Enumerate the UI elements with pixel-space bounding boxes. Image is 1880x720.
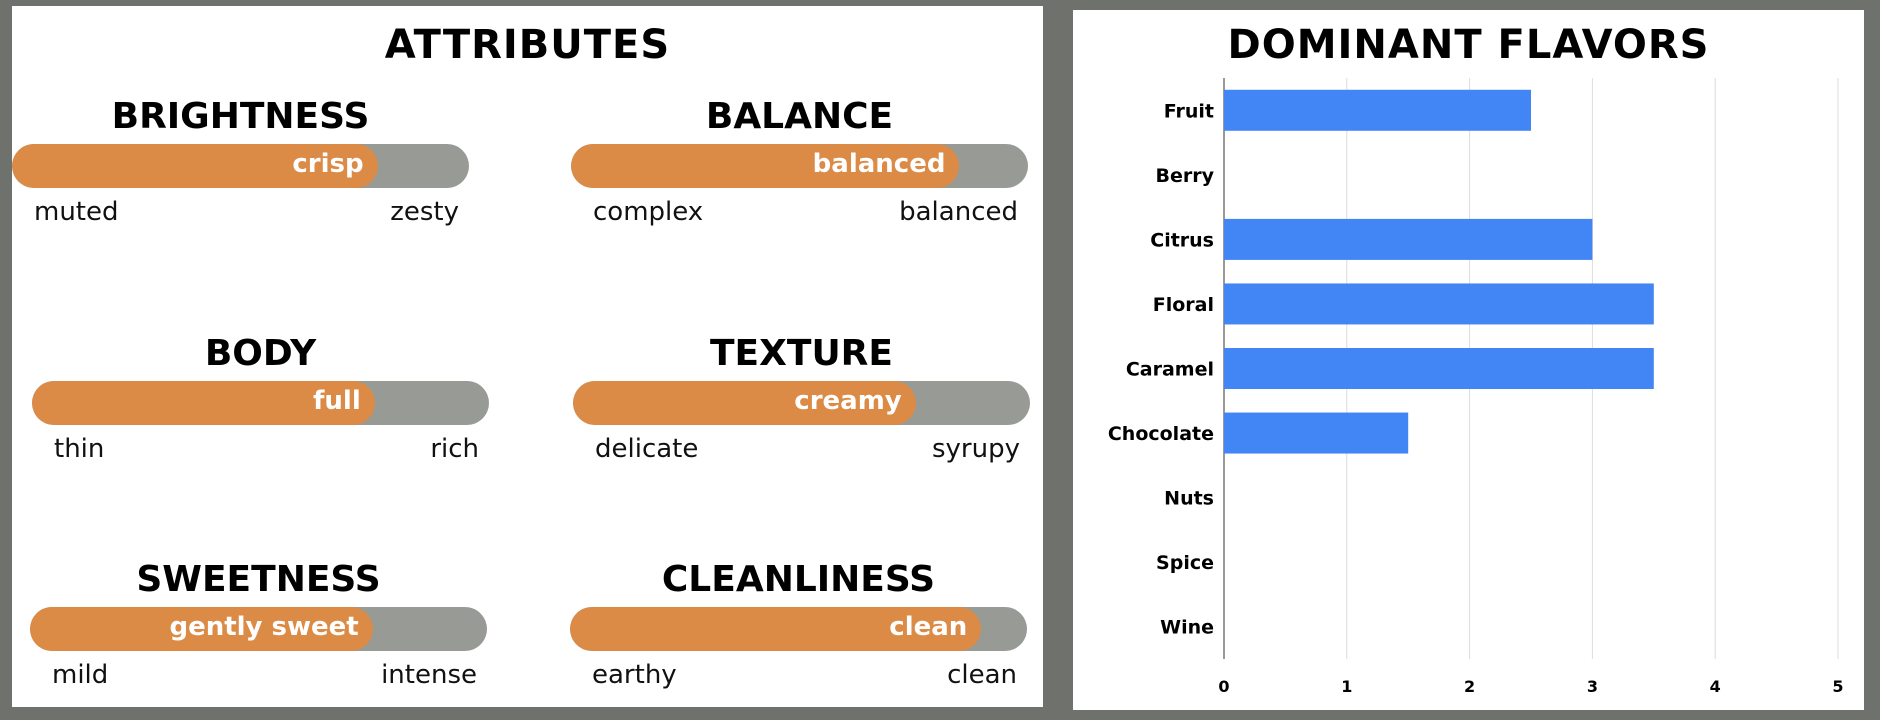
attribute-value-label: crisp xyxy=(292,149,364,179)
flavor-bar-chart: 0 1 2 3 4 5 Fruit Berry Citrus Floral Caramel Choco… xyxy=(1108,78,1844,696)
attribute-heading: TEXTURE xyxy=(709,333,893,374)
category-label: Nuts xyxy=(1164,488,1214,510)
category-label: Spice xyxy=(1156,552,1214,574)
attributes-panel: ATTRIBUTES BRIGHTNESS crisp muted zesty … xyxy=(12,6,1043,707)
category-label: Chocolate xyxy=(1108,423,1214,445)
bar-chocolate xyxy=(1224,412,1409,454)
attributes-title: ATTRIBUTES xyxy=(384,22,671,68)
attribute-heading: BRIGHTNESS xyxy=(111,96,370,137)
x-tick-label: 4 xyxy=(1710,677,1721,696)
attribute-low-label: muted xyxy=(34,197,119,227)
attribute-slider-track: crisp xyxy=(12,144,469,188)
category-label: Fruit xyxy=(1164,100,1214,122)
x-tick-label: 5 xyxy=(1832,677,1843,696)
attribute-slider-fill: full xyxy=(32,381,375,425)
attribute-low-label: delicate xyxy=(595,434,699,464)
attribute-texture: TEXTURE creamy delicate syrupy xyxy=(573,333,1030,464)
attribute-high-label: zesty xyxy=(390,197,459,227)
attribute-low-label: mild xyxy=(52,660,109,690)
attribute-low-label: thin xyxy=(54,434,105,464)
x-tick-label: 3 xyxy=(1587,677,1598,696)
category-label: Citrus xyxy=(1150,229,1214,251)
attribute-value-label: balanced xyxy=(812,149,946,179)
bar-caramel xyxy=(1224,348,1654,389)
attribute-heading: BALANCE xyxy=(705,96,894,137)
attribute-high-label: syrupy xyxy=(932,434,1020,464)
attribute-slider-track: creamy xyxy=(573,381,1030,425)
attribute-slider-fill: crisp xyxy=(12,144,378,188)
attribute-value-label: gently sweet xyxy=(169,612,359,642)
attribute-slider-track: gently sweet xyxy=(30,607,487,651)
attribute-heading: CLEANLINESS xyxy=(661,559,936,600)
attribute-high-label: clean xyxy=(947,660,1017,690)
attribute-cleanliness: CLEANLINESS clean earthy clean xyxy=(570,559,1027,690)
attribute-high-label: rich xyxy=(430,434,479,464)
attribute-brightness: BRIGHTNESS crisp muted zesty xyxy=(12,96,469,227)
bar-fruit xyxy=(1224,89,1531,131)
attribute-slider-track: clean xyxy=(570,607,1027,651)
x-tick-label: 2 xyxy=(1464,677,1475,696)
attribute-slider-track: balanced xyxy=(571,144,1028,188)
attribute-low-label: complex xyxy=(593,197,704,227)
attribute-heading: SWEETNESS xyxy=(136,559,381,600)
attribute-high-label: balanced xyxy=(899,197,1018,227)
x-tick-label: 0 xyxy=(1218,677,1229,696)
bar-citrus xyxy=(1224,218,1593,260)
attribute-slider-fill: creamy xyxy=(573,381,916,425)
attribute-heading: BODY xyxy=(204,333,317,374)
category-label: Floral xyxy=(1153,294,1214,316)
attribute-slider-fill: balanced xyxy=(571,144,960,188)
bar-floral xyxy=(1224,283,1654,325)
attribute-value-label: creamy xyxy=(794,386,902,416)
attribute-sweetness: SWEETNESS gently sweet mild intense xyxy=(30,559,487,690)
attribute-balance: BALANCE balanced complex balanced xyxy=(571,96,1028,227)
category-label: Wine xyxy=(1160,617,1214,639)
attribute-high-label: intense xyxy=(381,660,477,690)
attribute-slider-fill: gently sweet xyxy=(30,607,373,651)
attribute-value-label: full xyxy=(313,386,361,416)
category-label: Caramel xyxy=(1126,359,1214,381)
x-tick-label: 1 xyxy=(1341,677,1352,696)
chart-title: DOMINANT FLAVORS xyxy=(1227,22,1710,68)
attribute-slider-track: full xyxy=(32,381,489,425)
attribute-value-label: clean xyxy=(889,612,968,642)
attribute-slider-fill: clean xyxy=(570,607,982,651)
flavors-panel: DOMINANT FLAVORS 0 1 2 3 4 5 Fruit Berry Citrus F… xyxy=(1073,10,1864,710)
category-label: Berry xyxy=(1156,165,1215,187)
attribute-body: BODY full thin rich xyxy=(32,333,489,464)
attribute-low-label: earthy xyxy=(592,660,677,690)
